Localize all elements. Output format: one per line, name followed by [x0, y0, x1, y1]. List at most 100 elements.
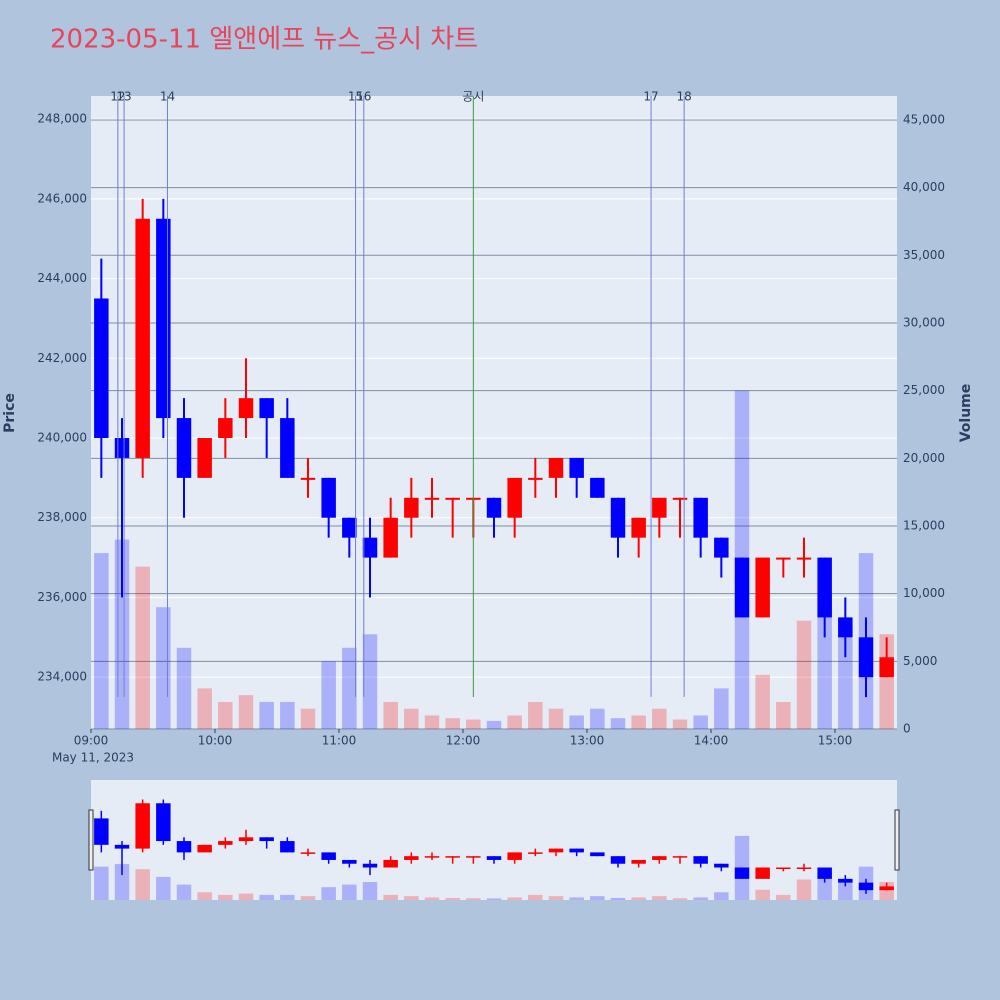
- candle-body-mini: [631, 859, 646, 864]
- candle-body: [755, 557, 770, 618]
- y2-tick-label: 5,000: [903, 654, 937, 668]
- y2-tick-label: 35,000: [903, 248, 945, 262]
- volume-bar: [94, 553, 109, 729]
- y-tick-label: 238,000: [37, 510, 87, 524]
- volume-bar: [528, 701, 543, 729]
- volume-bar-mini: [197, 892, 212, 900]
- candle-body-mini: [114, 844, 130, 849]
- candle-body-mini: [300, 852, 316, 854]
- volume-bar-mini: [652, 896, 667, 900]
- volume-bar: [238, 695, 254, 729]
- volume-bar-mini: [445, 897, 460, 900]
- volume-bar-mini: [135, 869, 150, 900]
- volume-bar-mini: [362, 882, 378, 900]
- candle-body: [652, 497, 667, 518]
- volume-bar-mini: [548, 896, 564, 900]
- candle-body-mini: [321, 852, 336, 860]
- y-tick-label: 234,000: [37, 670, 87, 684]
- candle-body: [94, 298, 109, 439]
- candle-body-mini: [776, 867, 791, 870]
- volume-bar-mini: [486, 898, 502, 900]
- candle-body: [238, 398, 254, 419]
- candle-body-mini: [486, 856, 502, 860]
- chart-title: 2023-05-11 엘앤에프 뉴스_공시 차트: [50, 25, 478, 55]
- y-axis-title: Price: [2, 393, 18, 433]
- y-tick-label: 236,000: [37, 590, 87, 604]
- candle-body: [610, 497, 626, 538]
- event-label: 17: [643, 90, 658, 104]
- volume-bar: [590, 708, 605, 729]
- candle-body-mini: [218, 841, 233, 845]
- plot-area: [91, 96, 897, 729]
- candle-body-mini: [590, 852, 605, 857]
- volume-bar: [817, 593, 832, 729]
- candle-body: [734, 557, 750, 618]
- candle-body: [404, 497, 419, 518]
- y2-axis-title: Volume: [958, 384, 974, 443]
- candle-body-mini: [466, 856, 481, 858]
- volume-bar-mini: [817, 874, 832, 900]
- candle-body: [672, 497, 688, 500]
- candle-body: [114, 438, 130, 458]
- candle-body-mini: [362, 863, 378, 868]
- volume-bar-mini: [466, 898, 481, 900]
- range-handle[interactable]: [894, 809, 900, 871]
- range-slider[interactable]: [91, 780, 897, 900]
- volume-bar-mini: [280, 894, 295, 900]
- volume-bar-mini: [218, 894, 233, 900]
- x-tick-label: 14:00: [694, 734, 729, 748]
- event-label: 12: [110, 90, 125, 104]
- range-handle[interactable]: [88, 809, 94, 871]
- x-tick-label: 15:00: [818, 734, 853, 748]
- volume-bar: [424, 715, 440, 729]
- volume-bar: [548, 708, 564, 729]
- y-tick-label: 240,000: [37, 431, 87, 445]
- candle-body-mini: [548, 848, 564, 853]
- y2-tick-label: 25,000: [903, 383, 945, 397]
- x-tick-label: 12:00: [446, 734, 481, 748]
- volume-bar-mini: [672, 898, 688, 900]
- candle-body: [135, 218, 150, 458]
- volume-bar-mini: [114, 864, 130, 900]
- candle-body: [445, 497, 460, 500]
- candle-body-mini: [383, 859, 398, 868]
- event-label: 13: [116, 90, 131, 104]
- y2-tick-label: 10,000: [903, 586, 945, 600]
- candle-body-mini: [734, 867, 750, 879]
- candle-body: [569, 457, 584, 478]
- volume-bar-mini: [176, 884, 192, 900]
- volume-bar: [631, 715, 646, 729]
- candle-body-mini: [445, 856, 460, 858]
- volume-bar: [755, 674, 770, 729]
- candle-body: [197, 438, 212, 478]
- candle-body: [176, 418, 192, 478]
- y-tick-label: 242,000: [37, 351, 87, 365]
- candle-body: [631, 517, 646, 538]
- volume-bar: [838, 620, 853, 729]
- volume-bar: [714, 688, 729, 729]
- volume-bar: [693, 715, 708, 729]
- volume-bar: [114, 539, 130, 729]
- volume-bar: [796, 620, 812, 729]
- volume-bar-mini: [156, 876, 171, 900]
- volume-bar-mini: [94, 866, 109, 900]
- y-tick-label: 248,000: [37, 112, 87, 126]
- volume-bar: [383, 701, 398, 729]
- x-tick-label: 10:00: [198, 734, 233, 748]
- candle-body: [424, 497, 440, 500]
- volume-bar: [197, 688, 212, 729]
- candle-body-mini: [796, 867, 812, 870]
- candle-body: [817, 557, 832, 618]
- volume-bar: [176, 647, 192, 729]
- candle-body-mini: [280, 841, 295, 853]
- y2-tick-label: 30,000: [903, 315, 945, 329]
- candle-body-mini: [879, 886, 894, 891]
- candle-body: [858, 637, 874, 678]
- x-tick-label: 11:00: [322, 734, 357, 748]
- volume-bar-mini: [631, 897, 646, 900]
- volume-bar-mini: [693, 897, 708, 900]
- y2-tick-label: 15,000: [903, 518, 945, 532]
- candle-body: [259, 398, 274, 419]
- volume-bar-mini: [424, 897, 440, 900]
- volume-bar: [652, 708, 667, 729]
